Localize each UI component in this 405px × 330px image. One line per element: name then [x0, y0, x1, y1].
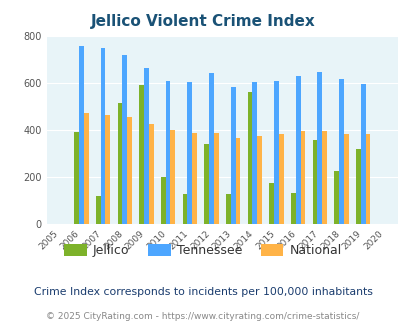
Bar — [273, 81, 278, 224]
Bar — [100, 48, 105, 224]
Bar — [334, 171, 338, 224]
Bar — [226, 194, 230, 224]
Bar — [360, 84, 364, 224]
Bar — [312, 140, 317, 224]
Bar — [170, 130, 175, 224]
Bar — [235, 138, 240, 224]
Bar — [79, 46, 83, 224]
Bar — [139, 84, 144, 224]
Legend: Jellico, Tennessee, National: Jellico, Tennessee, National — [64, 244, 341, 257]
Text: Jellico Violent Crime Index: Jellico Violent Crime Index — [90, 14, 315, 29]
Bar — [252, 82, 256, 224]
Bar — [278, 134, 283, 224]
Bar — [182, 194, 187, 224]
Bar — [295, 76, 300, 224]
Bar — [213, 133, 218, 224]
Bar — [96, 196, 100, 224]
Bar — [247, 91, 252, 224]
Bar — [144, 68, 148, 224]
Text: © 2025 CityRating.com - https://www.cityrating.com/crime-statistics/: © 2025 CityRating.com - https://www.city… — [46, 312, 359, 321]
Bar — [290, 193, 295, 224]
Bar — [317, 72, 322, 224]
Bar — [204, 145, 209, 224]
Bar — [83, 114, 88, 224]
Bar — [230, 87, 235, 224]
Bar — [338, 79, 343, 224]
Bar — [192, 133, 196, 224]
Bar — [165, 81, 170, 224]
Text: Crime Index corresponds to incidents per 100,000 inhabitants: Crime Index corresponds to incidents per… — [34, 287, 371, 297]
Bar — [269, 183, 273, 224]
Bar — [105, 115, 110, 224]
Bar — [343, 134, 348, 224]
Bar — [148, 124, 153, 224]
Bar — [117, 103, 122, 224]
Bar — [256, 136, 261, 224]
Bar — [74, 132, 79, 224]
Bar — [355, 149, 360, 224]
Bar — [127, 117, 132, 224]
Bar — [364, 134, 369, 224]
Bar — [209, 73, 213, 224]
Bar — [187, 82, 192, 224]
Bar — [160, 178, 165, 224]
Bar — [122, 55, 127, 224]
Bar — [300, 131, 305, 224]
Bar — [322, 131, 326, 224]
